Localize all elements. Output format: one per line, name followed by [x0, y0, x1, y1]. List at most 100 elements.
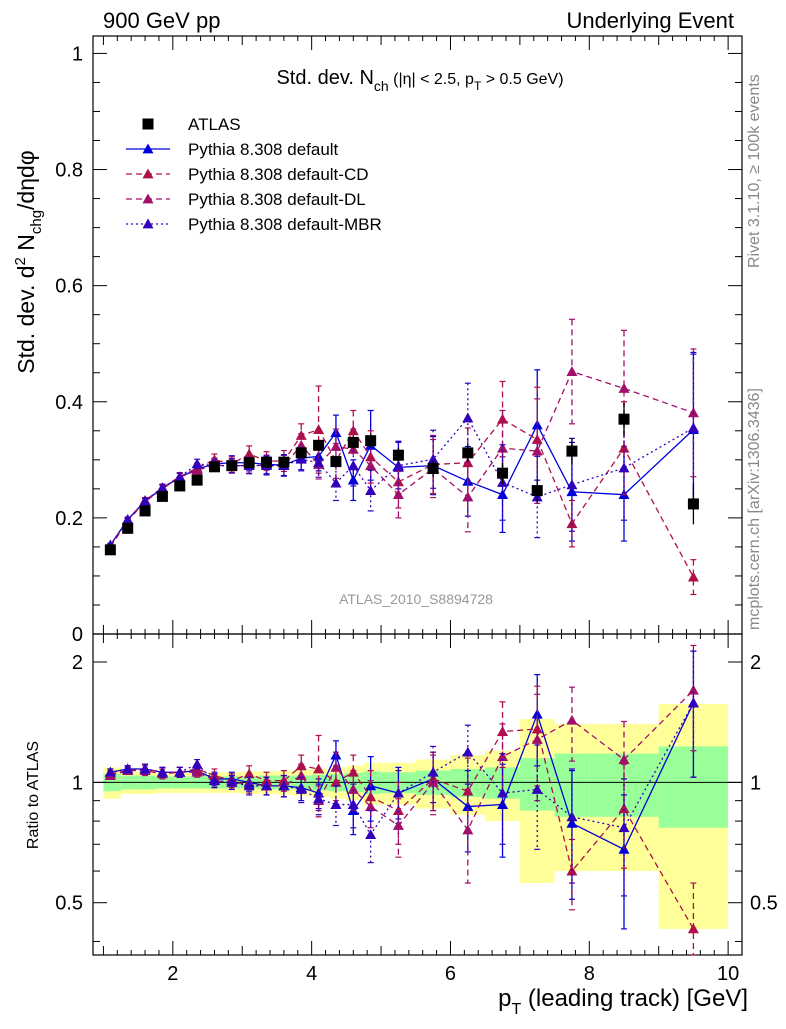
main-point-cd [497, 413, 509, 424]
main-point-mbr [191, 458, 203, 469]
main-point-atlas [104, 544, 116, 556]
axis-ticks-layer: 2 4 6 8 10 0 0.2 0.4 0.6 0.8 1 0.5 0.5 1 1 2 2 [55, 36, 778, 985]
main-point-cd [566, 518, 578, 529]
main-series-atlas [104, 402, 699, 556]
ratio-point-mbr [104, 766, 116, 777]
main-point-mbr [687, 422, 699, 433]
main-point-atlas [347, 436, 359, 448]
main-point-atlas [295, 447, 307, 459]
ratio-point-mbr [278, 780, 290, 791]
ratio-point-mbr [330, 799, 342, 809]
main-point-atlas [365, 435, 377, 447]
main-point-cd [392, 476, 404, 487]
ratio-point-dl [687, 684, 699, 695]
ratio-point-mbr [365, 829, 377, 840]
ratio-plot-frame [92, 633, 743, 956]
main-point-atlas [278, 456, 290, 468]
ratio-point-cd [313, 763, 325, 774]
data-series-layer [104, 318, 699, 956]
ratio-point-default [531, 708, 543, 719]
main-point-atlas [122, 522, 134, 534]
main-point-atlas [243, 457, 255, 469]
legend-item-cd: Pythia 8.308 default-CD [126, 165, 369, 184]
main-point-dl [687, 407, 699, 418]
main-point-mbr [313, 457, 325, 468]
ratio-point-dl [365, 801, 377, 811]
main-point-dl [330, 440, 342, 451]
main-point-cd [313, 424, 325, 435]
ratio-point-mbr [208, 775, 220, 786]
y-tick-label: 0.8 [55, 160, 83, 182]
x-tick-label: 4 [306, 963, 317, 985]
ratio-line-dl [110, 689, 694, 832]
main-point-atlas [392, 449, 404, 461]
main-point-default [566, 486, 578, 497]
y-tick-label: 0.6 [55, 276, 83, 298]
x-tick-label: 2 [167, 963, 178, 985]
main-point-mbr [392, 460, 404, 471]
main-point-atlas [313, 439, 325, 451]
ratio-point-mbr [347, 799, 359, 809]
header-left: 900 GeV pp [103, 8, 220, 33]
ratio-point-mbr [191, 758, 203, 769]
main-point-cd [243, 448, 255, 459]
main-point-mbr [462, 412, 474, 423]
main-point-mbr [347, 460, 359, 471]
main-point-mbr [330, 477, 342, 488]
ratio-y-axis-label: Ratio to ATLAS [25, 741, 42, 849]
ratio-point-dl [566, 714, 578, 725]
ratio-series-mbr [104, 650, 699, 897]
main-point-atlas [226, 460, 238, 472]
legend-marker-mbr [142, 218, 154, 229]
ratio-point-mbr [618, 822, 630, 833]
mcplots-source-label: mcplots.cern.ch [arXiv:1306.3436] [746, 388, 763, 630]
main-point-cd [687, 571, 699, 582]
x-tick-label: 6 [445, 963, 456, 985]
x-tick-label: 8 [584, 963, 595, 985]
main-point-atlas [139, 505, 151, 517]
main-point-atlas [191, 474, 203, 486]
ratio-point-cd [497, 726, 509, 736]
main-point-mbr [427, 453, 439, 464]
main-point-default [497, 489, 509, 500]
main-point-mbr [618, 462, 630, 473]
rivet-version-label: Rivet 3.1.10, ≥ 100k events [746, 74, 763, 268]
ratio-y-tick-label: 1 [72, 772, 83, 794]
ratio-point-dl [347, 783, 359, 794]
legend-marker-atlas [142, 118, 154, 130]
legend-label-default: Pythia 8.308 default [188, 140, 339, 159]
main-point-dl [497, 442, 509, 453]
ratio-point-cd [687, 923, 699, 934]
ratio-point-mbr [295, 783, 307, 794]
ratio-point-dl [531, 733, 543, 744]
main-point-cd [365, 451, 377, 462]
legend: ATLAS Pythia 8.308 default Pythia 8.308 de… [126, 115, 382, 234]
main-point-atlas [261, 456, 273, 468]
main-y-axis-label: Std. dev. d2 Nchg/dηdφ [12, 150, 45, 373]
analysis-id-label: ATLAS_2010_S8894728 [339, 591, 493, 607]
main-point-atlas [427, 463, 439, 475]
ratio-point-dl [497, 751, 509, 761]
ratio-point-dl [330, 761, 342, 772]
main-point-dl [347, 443, 359, 454]
legend-label-cd: Pythia 8.308 default-CD [188, 165, 369, 184]
legend-item-dl: Pythia 8.308 default-DL [126, 190, 366, 209]
main-point-atlas [566, 445, 578, 457]
ratio-point-dl [462, 824, 474, 835]
ratio-point-mbr [687, 697, 699, 708]
x-axis-label: pT (leading track) [GeV] [498, 985, 748, 1018]
legend-item-default: Pythia 8.308 default [126, 140, 339, 159]
legend-label-mbr: Pythia 8.308 default-MBR [188, 215, 382, 234]
main-point-atlas [208, 461, 220, 473]
y-tick-label: 0 [72, 624, 83, 646]
ratio-point-mbr [174, 766, 186, 777]
main-line-dl [109, 370, 694, 548]
main-series-dl [104, 318, 699, 552]
main-point-dl [365, 460, 377, 471]
main-point-atlas [618, 413, 630, 425]
main-point-dl [566, 366, 578, 376]
legend-item-atlas: ATLAS [142, 115, 241, 134]
ratio-point-default [566, 817, 578, 828]
main-point-mbr [174, 471, 186, 482]
